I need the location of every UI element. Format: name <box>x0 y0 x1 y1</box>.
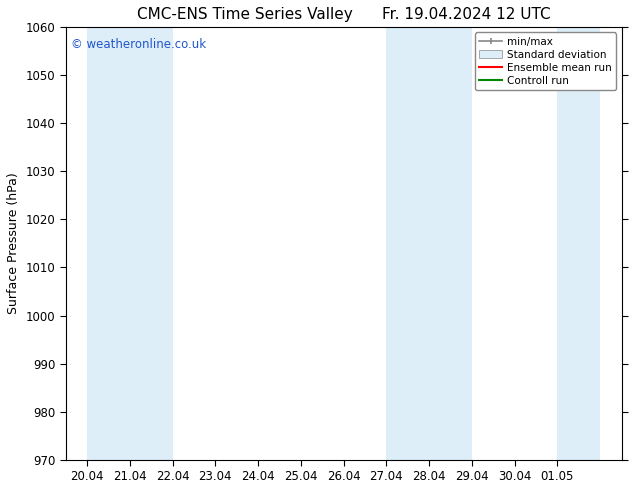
Bar <box>87 27 172 460</box>
Y-axis label: Surface Pressure (hPa): Surface Pressure (hPa) <box>7 172 20 314</box>
Text: © weatheronline.co.uk: © weatheronline.co.uk <box>71 38 206 51</box>
Title: CMC-ENS Time Series Valley      Fr. 19.04.2024 12 UTC: CMC-ENS Time Series Valley Fr. 19.04.202… <box>137 7 550 22</box>
Bar <box>557 27 600 460</box>
Bar <box>386 27 472 460</box>
Legend: min/max, Standard deviation, Ensemble mean run, Controll run: min/max, Standard deviation, Ensemble me… <box>475 32 616 90</box>
